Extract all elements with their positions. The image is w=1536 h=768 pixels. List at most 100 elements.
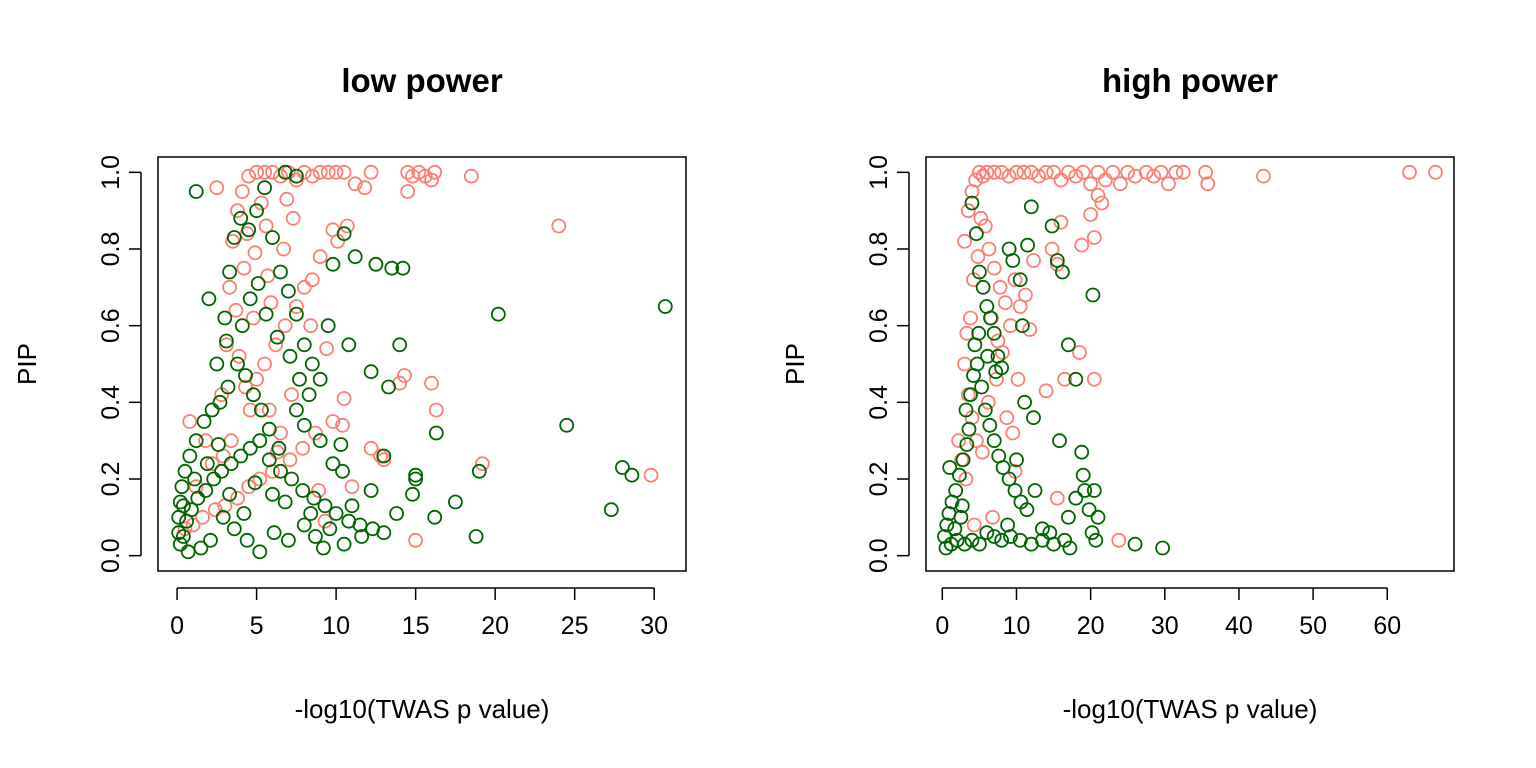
data-point <box>994 532 1009 548</box>
data-point <box>226 230 242 245</box>
data-point <box>970 249 986 265</box>
data-point <box>325 414 341 429</box>
data-point <box>233 210 249 226</box>
data-point <box>288 172 304 188</box>
data-point <box>968 172 984 188</box>
data-point <box>1081 502 1097 518</box>
chart-title: high power <box>1102 62 1278 99</box>
data-point <box>937 529 952 544</box>
data-point <box>376 448 392 464</box>
data-point <box>958 402 974 418</box>
data-point <box>959 325 975 341</box>
data-point <box>1007 483 1023 498</box>
data-point <box>986 164 1002 180</box>
data-point <box>212 394 228 410</box>
y-tick-label: 0.0 <box>97 538 125 573</box>
data-point <box>265 230 280 245</box>
chart-title: low power <box>341 62 503 99</box>
data-point <box>201 291 217 307</box>
data-point <box>948 483 964 498</box>
data-point <box>1017 394 1032 410</box>
data-point <box>312 164 328 180</box>
data-point <box>1090 187 1106 203</box>
data-point <box>261 421 277 437</box>
data-point <box>296 337 312 353</box>
data-point <box>963 310 978 326</box>
low-power-panel: low power PIP -log10(TWAS p value) 0 5 10 1… <box>12 62 687 724</box>
data-point <box>222 486 238 502</box>
data-point <box>296 417 312 433</box>
data-point <box>376 452 392 468</box>
data-point <box>303 318 319 334</box>
data-point <box>304 356 320 372</box>
data-point <box>280 164 296 180</box>
data-point <box>268 337 284 353</box>
data-point <box>312 371 328 387</box>
data-point <box>196 414 212 429</box>
data-point <box>280 283 296 299</box>
data-point <box>957 356 972 372</box>
data-point <box>335 463 350 479</box>
data-point <box>979 525 995 541</box>
data-point <box>471 463 487 479</box>
y-tick-label: 1.0 <box>97 155 125 190</box>
data-point <box>204 456 220 472</box>
x-tick-label: 20 <box>481 612 509 640</box>
high-power-panel: high power PIP -log10(TWAS p value) 0 10 2… <box>780 62 1455 724</box>
data-point <box>942 460 958 475</box>
data-point <box>257 180 273 196</box>
data-point <box>1256 168 1271 184</box>
y-tick-label: 0.8 <box>97 232 125 267</box>
y-tick-label: 0.2 <box>97 462 125 497</box>
data-point <box>990 333 1006 349</box>
data-point <box>188 433 204 449</box>
data-point <box>977 218 993 234</box>
x-tick-label: 60 <box>1373 612 1401 640</box>
x-tick-label: 30 <box>1151 612 1179 640</box>
data-point <box>207 502 223 518</box>
data-point <box>325 256 341 272</box>
data-point <box>964 532 980 548</box>
x-axis-label: -log10(TWAS p value) <box>1063 694 1318 724</box>
data-point <box>986 433 1002 449</box>
data-point <box>1083 176 1098 192</box>
data-point <box>1153 164 1169 180</box>
data-point <box>559 417 575 433</box>
data-point <box>303 506 319 521</box>
data-point <box>239 532 255 548</box>
data-point <box>1019 502 1035 518</box>
data-point <box>408 471 424 487</box>
data-point <box>223 433 239 449</box>
data-point <box>992 279 1008 295</box>
data-point <box>997 295 1013 311</box>
data-point <box>400 164 416 180</box>
data-point <box>1086 483 1102 498</box>
data-point <box>279 191 295 207</box>
x-tick-label: 5 <box>250 612 264 640</box>
data-point <box>231 348 247 364</box>
data-point <box>960 203 976 219</box>
data-point <box>1027 483 1043 498</box>
data-point <box>975 279 991 295</box>
data-point <box>228 302 244 318</box>
data-point <box>257 356 273 372</box>
data-point <box>363 483 379 498</box>
data-point <box>368 256 384 272</box>
data-point <box>1009 452 1024 468</box>
data-point <box>284 471 300 487</box>
data-point <box>247 475 263 491</box>
data-point <box>253 402 269 418</box>
data-point <box>1012 532 1028 548</box>
data-point <box>175 529 191 544</box>
data-point <box>1127 536 1143 552</box>
y-tick-label: 0.4 <box>865 385 893 420</box>
data-point <box>273 463 288 479</box>
plot-frame <box>157 156 687 572</box>
data-point <box>315 540 331 556</box>
data-point <box>408 532 424 548</box>
data-point <box>1068 371 1084 387</box>
data-point <box>357 180 373 196</box>
data-point <box>1010 371 1026 387</box>
data-point <box>969 356 985 372</box>
data-point <box>210 437 226 452</box>
